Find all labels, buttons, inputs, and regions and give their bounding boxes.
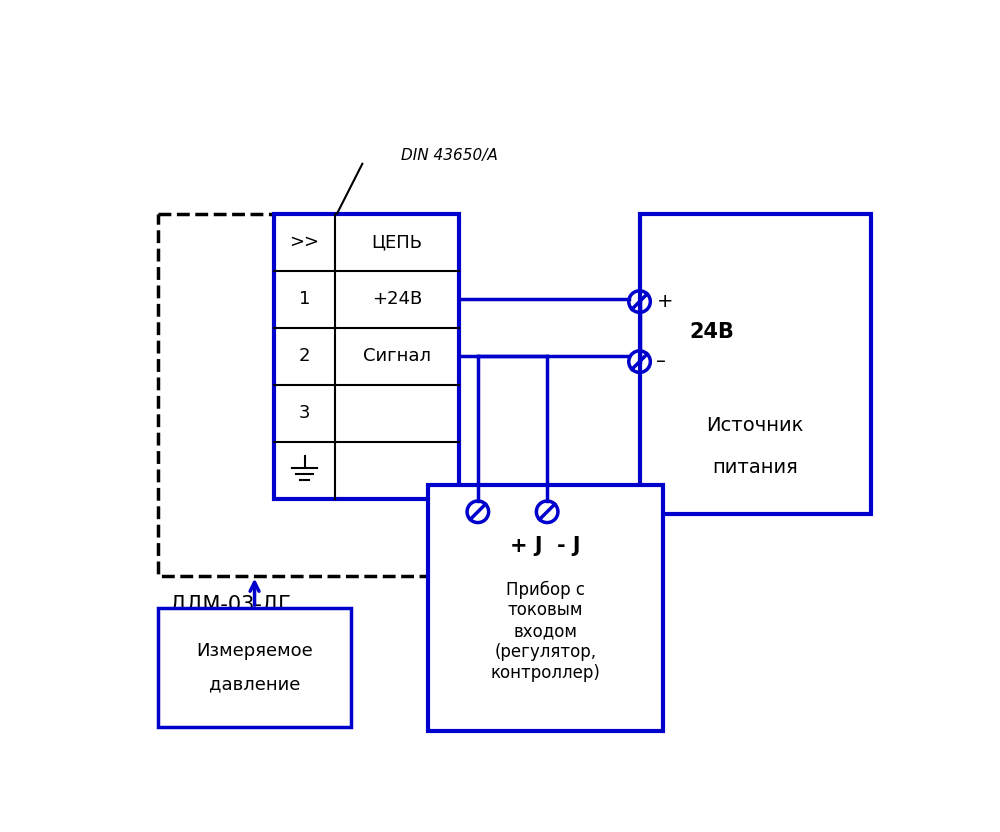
Bar [158, 214, 436, 576]
Text: Источник: Источник [706, 416, 804, 435]
Text: питания: питания [712, 458, 798, 478]
Text: 24В: 24В [690, 322, 734, 342]
Text: +24В: +24В [372, 290, 422, 309]
Text: давление: давление [209, 676, 300, 694]
Text: 3: 3 [299, 404, 310, 422]
Text: DIN 43650/A: DIN 43650/A [401, 148, 498, 163]
Bar [428, 485, 663, 731]
Text: >>: >> [290, 233, 320, 251]
Text: –: – [656, 352, 666, 371]
Text: Сигнал: Сигнал [363, 347, 431, 365]
Text: ДДМ-03-ДГ: ДДМ-03-ДГ [170, 594, 291, 614]
Text: ЦЕПЬ: ЦЕПЬ [372, 233, 422, 251]
Bar [274, 214, 459, 498]
Text: Прибор с
токовым
входом
(регулятор,
контроллер): Прибор с токовым входом (регулятор, конт… [490, 581, 600, 682]
Bar [640, 214, 871, 514]
Text: + J  - J: + J - J [510, 537, 580, 557]
Text: +: + [656, 292, 673, 311]
Text: 2: 2 [299, 347, 310, 365]
Text: Измеряемое: Измеряемое [196, 641, 313, 660]
Text: 1: 1 [299, 290, 310, 309]
Bar [158, 608, 351, 727]
